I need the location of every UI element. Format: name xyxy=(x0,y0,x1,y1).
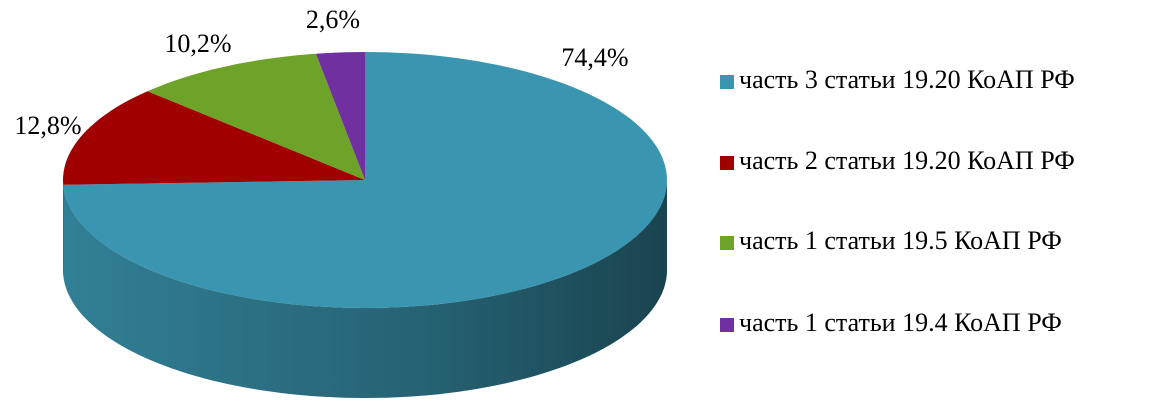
legend-label: часть 1 статьи 19.5 КоАП РФ xyxy=(739,226,1062,255)
legend-label: часть 2 статьи 19.20 КоАП РФ xyxy=(739,146,1075,175)
pie-side-shade xyxy=(63,180,667,398)
pie-top xyxy=(147,53,365,181)
pie-top xyxy=(63,91,365,185)
data-label: 12,8% xyxy=(14,111,81,140)
legend-label: часть 1 статьи 19.4 КоАП РФ xyxy=(739,308,1062,337)
legend-marker xyxy=(720,236,734,250)
legend-label: часть 3 статьи 19.20 КоАП РФ xyxy=(739,65,1075,94)
pie-slice xyxy=(63,91,365,275)
legend-marker xyxy=(720,318,734,332)
data-label: 2,6% xyxy=(306,5,360,34)
pie-slice xyxy=(63,52,667,398)
pie-top xyxy=(315,52,365,180)
pie-slice xyxy=(315,52,365,180)
data-label: 10,2% xyxy=(164,29,231,58)
pie-slice xyxy=(147,53,365,181)
pie-top xyxy=(63,52,667,308)
legend-marker xyxy=(720,75,734,89)
data-label: 74,4% xyxy=(561,43,628,72)
legend-marker xyxy=(720,156,734,170)
